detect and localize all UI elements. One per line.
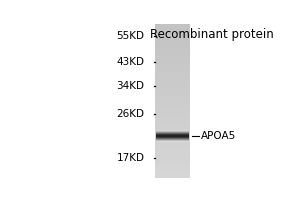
Text: Recombinant protein: Recombinant protein — [150, 28, 274, 41]
Text: APOA5: APOA5 — [201, 131, 237, 141]
Text: 43KD: 43KD — [116, 57, 145, 67]
Text: 55KD: 55KD — [116, 31, 145, 41]
Text: 26KD: 26KD — [116, 109, 145, 119]
Text: 17KD: 17KD — [116, 153, 145, 163]
Text: 34KD: 34KD — [116, 81, 145, 91]
